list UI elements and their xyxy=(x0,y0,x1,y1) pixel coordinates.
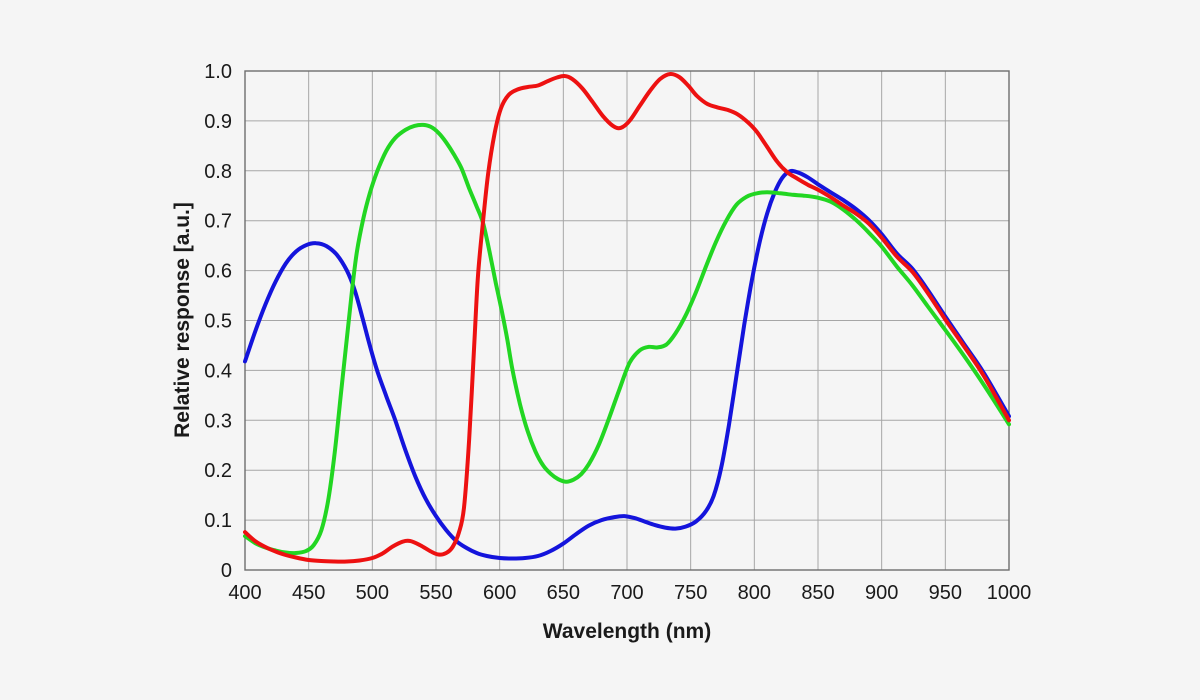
y-axis-title: Relative response [a.u.] xyxy=(171,202,194,438)
y-tick-label: 0.5 xyxy=(204,311,232,333)
x-tick-label: 750 xyxy=(674,582,707,604)
y-tick-label: 1.0 xyxy=(204,61,232,83)
x-tick-label: 1000 xyxy=(987,582,1032,604)
x-tick-label: 800 xyxy=(738,582,771,604)
plot-border xyxy=(244,70,1010,571)
y-tick-label: 0.4 xyxy=(204,360,232,382)
x-tick-label: 700 xyxy=(610,582,643,604)
x-tick-label: 500 xyxy=(356,582,389,604)
y-tick-label: 0.7 xyxy=(204,211,232,233)
y-tick-label: 0.1 xyxy=(204,510,232,532)
grid-lines xyxy=(244,70,1010,571)
plot-frame xyxy=(244,70,1010,571)
curve-red-channel xyxy=(243,71,1011,564)
y-tick-label: 0.6 xyxy=(204,261,232,283)
x-tick-label: 950 xyxy=(929,582,962,604)
curve-blue-channel xyxy=(243,168,1011,561)
y-tick-label: 0.3 xyxy=(204,410,232,432)
curve-green-channel xyxy=(243,122,1011,556)
x-axis-title: Wavelength (nm) xyxy=(543,620,711,643)
x-tick-label: 850 xyxy=(801,582,834,604)
x-tick-label: 900 xyxy=(865,582,898,604)
x-tick-label: 550 xyxy=(419,582,452,604)
series-curves xyxy=(243,71,1011,564)
tick-labels: 400 450 500 550 600 650 700 750 800 850 900 950 1000… xyxy=(204,61,1031,604)
x-tick-label: 400 xyxy=(228,582,261,604)
x-tick-label: 450 xyxy=(292,582,325,604)
x-tick-label: 650 xyxy=(547,582,580,604)
y-tick-label: 0.2 xyxy=(204,460,232,482)
y-tick-label: 0.9 xyxy=(204,111,232,133)
y-tick-label: 0.8 xyxy=(204,161,232,183)
y-tick-label: 0 xyxy=(221,560,232,582)
x-tick-label: 600 xyxy=(483,582,516,604)
